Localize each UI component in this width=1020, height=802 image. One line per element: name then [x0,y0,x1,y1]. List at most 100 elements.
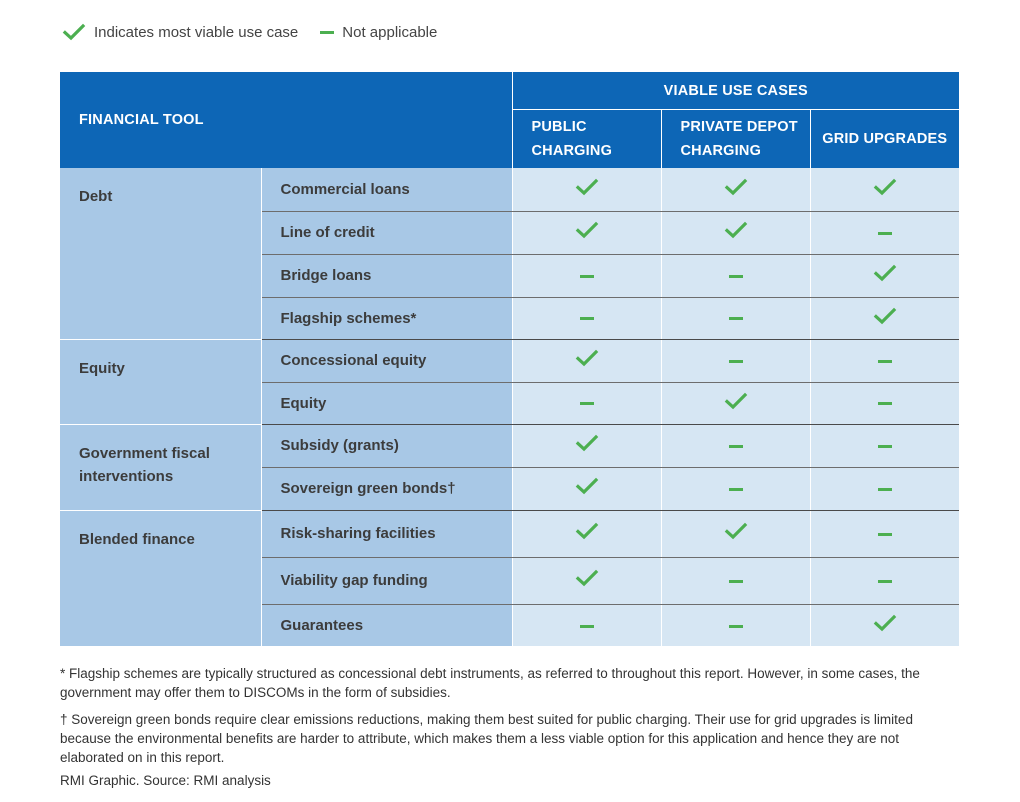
tool-cell: Guarantees [260,604,513,646]
checkmark-icon [575,433,599,453]
value-cell-public-charging [511,297,661,340]
table-row: Guarantees [60,604,959,646]
table-row: Bridge loans [60,254,959,298]
checkmark-icon [62,22,86,42]
value-cell-grid-upgrades [809,168,959,212]
legend: Indicates most viable use case Not appli… [62,20,437,44]
value-cell-public-charging [511,211,661,255]
header-financial-tool: FINANCIAL TOOL [60,72,513,168]
legend-dash-item: Not applicable [320,24,437,41]
value-cell-public-charging [511,467,661,511]
tool-cell: Equity [260,382,513,425]
dash-icon [575,266,599,286]
checkmark-icon [575,568,599,588]
value-cell-grid-upgrades [809,424,959,468]
value-cell-grid-upgrades [809,557,959,605]
value-cell-private-depot-charging [660,382,810,425]
footnotes: * Flagship schemes are typically structu… [60,664,960,790]
dash-icon [873,351,897,371]
value-cell-private-depot-charging [660,168,810,212]
table-row: Blended finance Risk-sharing facilities [60,510,959,647]
checkmark-icon [873,177,897,197]
tool-cell: Risk-sharing facilities [260,510,513,558]
dash-icon [724,479,748,499]
table-row: Government fiscal interventions Subsidy (… [60,424,959,511]
footnote-green-bonds: † Sovereign green bonds require clear em… [60,712,913,765]
value-cell-public-charging [511,604,661,646]
value-cell-grid-upgrades [809,604,959,646]
value-cell-grid-upgrades [809,467,959,511]
value-cell-private-depot-charging [660,557,810,605]
footnote-flagship: * Flagship schemes are typically structu… [60,666,920,700]
checkmark-icon [575,177,599,197]
checkmark-icon [873,263,897,283]
dash-icon [724,309,748,329]
value-cell-grid-upgrades [809,339,959,383]
table-row: Flagship schemes* [60,297,959,340]
value-cell-public-charging [511,424,661,468]
value-cell-public-charging [511,510,661,558]
dash-icon [320,30,335,34]
legend-check-label: Indicates most viable use case [94,23,299,41]
value-cell-grid-upgrades [809,510,959,558]
dash-icon [575,394,599,414]
checkmark-icon [575,348,599,368]
dash-icon [873,479,897,499]
checkmark-icon [575,521,599,541]
checkmark-icon [575,220,599,240]
checkmark-icon [873,306,897,326]
tool-cell: Commercial loans [260,168,513,212]
value-cell-private-depot-charging [660,339,810,383]
table-row: Viability gap funding [60,557,959,605]
dash-icon [575,616,599,636]
value-cell-private-depot-charging [660,254,810,298]
table-row: Sovereign green bonds† [60,467,959,511]
category-cell: Government fiscal interventions [60,424,262,511]
value-cell-public-charging [511,254,661,298]
category-cell: Blended finance [60,510,262,647]
value-cell-private-depot-charging [660,424,810,468]
value-cell-private-depot-charging [660,604,810,646]
table-row: Line of credit [60,211,959,255]
value-cell-public-charging [511,339,661,383]
tool-cell: Subsidy (grants) [260,424,513,468]
dash-icon [873,524,897,544]
category-cell: Equity [60,339,262,425]
checkmark-icon [724,521,748,541]
checkmark-icon [575,476,599,496]
dash-icon [724,616,748,636]
column-header-grid-upgrades: GRID UPGRADES [810,109,959,168]
checkmark-icon [724,391,748,411]
legend-check-item: Indicates most viable use case [62,22,298,42]
column-header-private-depot-charging: PRIVATE DEPOT CHARGING [661,109,811,168]
dash-icon [575,309,599,329]
value-cell-private-depot-charging [660,211,810,255]
table-row: Debt Commercial loans [60,168,959,340]
value-cell-public-charging [511,382,661,425]
tool-cell: Line of credit [260,211,513,255]
value-cell-grid-upgrades [809,382,959,425]
financial-tools-table: FINANCIAL TOOL VIABLE USE CASES PUBLIC CH… [60,72,959,647]
value-cell-grid-upgrades [809,211,959,255]
tool-cell: Flagship schemes* [260,297,513,340]
checkmark-icon [724,177,748,197]
value-cell-private-depot-charging [660,467,810,511]
dash-icon [873,436,897,456]
legend-dash-label: Not applicable [342,23,438,41]
dash-icon [724,436,748,456]
checkmark-icon [873,613,897,633]
source-credit: RMI Graphic. Source: RMI analysis [60,773,271,788]
tool-cell: Sovereign green bonds† [260,467,513,511]
table-row: Equity [60,382,959,425]
dash-icon [724,266,748,286]
table-row: Equity Concessional equity [60,339,959,425]
tool-cell: Viability gap funding [260,557,513,605]
dash-icon [873,223,897,243]
tool-cell: Bridge loans [260,254,513,298]
dash-icon [724,351,748,371]
dash-icon [724,571,748,591]
header-viable-use-cases: VIABLE USE CASES [512,72,959,110]
value-cell-private-depot-charging [660,297,810,340]
tool-cell: Concessional equity [260,339,513,383]
column-header-public-charging: PUBLIC CHARGING [512,109,662,168]
